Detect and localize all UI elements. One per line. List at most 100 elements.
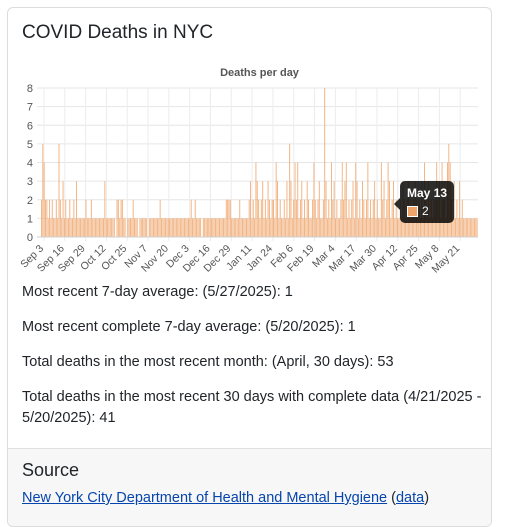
bar bbox=[96, 218, 98, 238]
bar bbox=[322, 199, 324, 237]
bar bbox=[349, 218, 351, 238]
bar bbox=[278, 218, 280, 238]
bar bbox=[382, 199, 384, 237]
bar bbox=[351, 199, 353, 237]
stats-section: Most recent 7-day average: (5/27/2025): … bbox=[22, 282, 482, 443]
bar bbox=[178, 218, 180, 238]
bar bbox=[166, 218, 168, 238]
stat-month-total: Total deaths in the most recent month: (… bbox=[22, 354, 394, 370]
bar bbox=[293, 199, 295, 237]
source-heading: Source bbox=[22, 460, 80, 480]
bar bbox=[386, 199, 388, 237]
bar bbox=[139, 218, 141, 238]
bar bbox=[108, 218, 110, 238]
bar bbox=[457, 218, 459, 238]
chart-tooltip: May 13 2 bbox=[393, 181, 455, 223]
bar bbox=[97, 218, 99, 238]
bar bbox=[326, 218, 328, 238]
bar bbox=[223, 218, 225, 238]
bar bbox=[42, 143, 44, 238]
card-title: COVID Deaths in NYC bbox=[22, 22, 214, 43]
stat-7day-average: Most recent 7-day average: (5/27/2025): … bbox=[22, 284, 293, 300]
bar bbox=[80, 218, 82, 238]
bar bbox=[370, 199, 372, 237]
bar bbox=[283, 199, 285, 237]
bar bbox=[251, 218, 253, 238]
bar bbox=[154, 218, 156, 238]
bar bbox=[231, 218, 233, 238]
bar bbox=[66, 218, 68, 238]
bar bbox=[286, 181, 288, 238]
bar bbox=[464, 218, 466, 238]
bar bbox=[317, 199, 319, 237]
y-tick-label: 3 bbox=[27, 176, 33, 188]
bar bbox=[90, 199, 92, 237]
bar bbox=[246, 218, 247, 238]
close-paren: ) bbox=[424, 490, 430, 506]
bar bbox=[340, 199, 342, 237]
bar bbox=[156, 218, 158, 238]
bar bbox=[398, 218, 400, 238]
tooltip-swatch bbox=[407, 205, 418, 217]
bar bbox=[384, 218, 386, 238]
bar bbox=[353, 218, 355, 238]
bar bbox=[120, 199, 122, 237]
bar bbox=[173, 218, 175, 238]
bar bbox=[221, 218, 223, 238]
bar bbox=[325, 181, 327, 238]
bar bbox=[236, 218, 238, 238]
bar bbox=[99, 218, 100, 238]
bar bbox=[252, 199, 254, 237]
stat-30day-total: Total deaths in the most recent 30 days … bbox=[22, 389, 482, 426]
bar bbox=[401, 218, 403, 238]
bar bbox=[121, 199, 123, 237]
y-tick-label: 6 bbox=[27, 120, 33, 132]
chart-title: Deaths per day bbox=[220, 67, 300, 79]
bar bbox=[272, 199, 274, 237]
bar bbox=[372, 199, 374, 237]
source-line: New York City Department of Health and M… bbox=[22, 490, 429, 506]
bar bbox=[186, 218, 188, 238]
bar bbox=[159, 199, 161, 237]
bar bbox=[285, 218, 287, 238]
bar bbox=[347, 218, 349, 238]
bar bbox=[468, 218, 470, 238]
bar bbox=[310, 218, 312, 238]
bar bbox=[463, 218, 465, 238]
bar bbox=[55, 199, 57, 237]
bar bbox=[380, 162, 382, 237]
bar bbox=[289, 143, 291, 238]
bar bbox=[355, 162, 357, 237]
bar bbox=[82, 218, 84, 238]
bar bbox=[422, 218, 424, 238]
tooltip-value: 2 bbox=[422, 204, 429, 218]
bar bbox=[343, 199, 345, 237]
bar bbox=[165, 218, 167, 238]
bar bbox=[228, 199, 230, 237]
bar bbox=[185, 218, 187, 238]
bar bbox=[131, 218, 133, 238]
bar bbox=[85, 199, 87, 237]
bar bbox=[455, 218, 457, 238]
bar bbox=[124, 218, 126, 238]
data-link[interactable]: data bbox=[395, 490, 425, 506]
doh-link[interactable]: New York City Department of Health and M… bbox=[22, 490, 388, 506]
bar bbox=[279, 199, 281, 237]
bar bbox=[101, 218, 103, 238]
bar bbox=[175, 218, 177, 238]
stat-complete-7day-average: Most recent complete 7-day average: (5/2… bbox=[22, 319, 356, 335]
bar bbox=[275, 162, 277, 237]
bar bbox=[330, 162, 332, 237]
bar bbox=[190, 199, 192, 237]
bar bbox=[383, 181, 385, 238]
bar bbox=[294, 162, 296, 237]
bar bbox=[371, 218, 373, 238]
bar bbox=[264, 199, 266, 237]
bar bbox=[363, 199, 365, 237]
tooltip-date: May 13 bbox=[407, 186, 448, 200]
bar bbox=[150, 218, 152, 238]
bar bbox=[107, 218, 109, 238]
bar bbox=[333, 181, 335, 238]
bar bbox=[375, 218, 377, 238]
bar bbox=[263, 218, 265, 238]
